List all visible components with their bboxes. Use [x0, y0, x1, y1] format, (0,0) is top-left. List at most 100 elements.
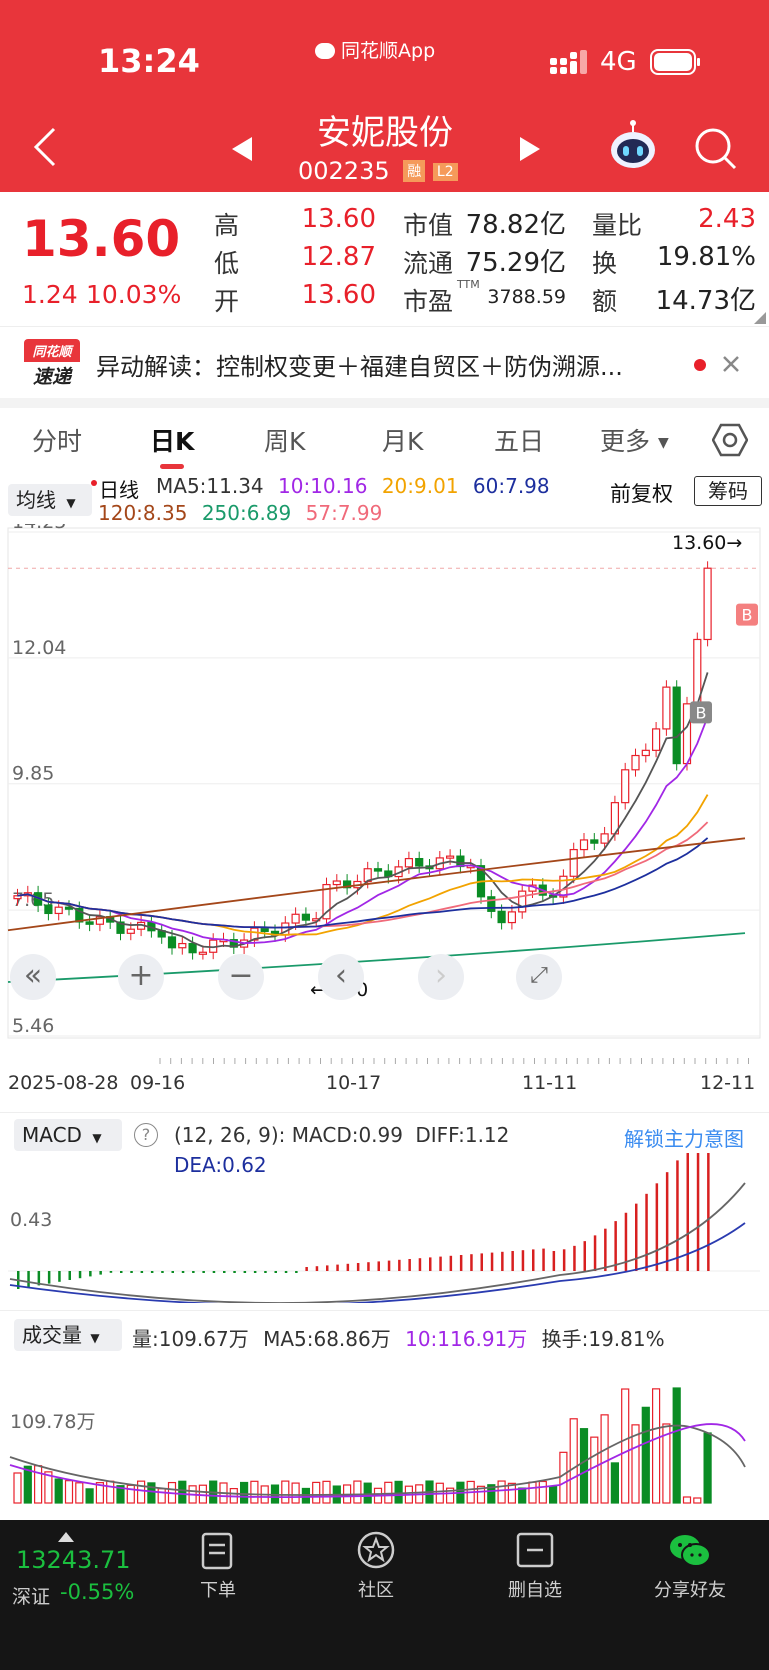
volume-chart — [9, 1387, 746, 1504]
macd-bar — [593, 1235, 597, 1271]
date-3: 10-17 — [326, 1072, 382, 1094]
robot-assistant-icon[interactable] — [608, 120, 658, 170]
volume-bar — [518, 1487, 527, 1504]
fullscreen-button[interactable]: ⤢ — [516, 954, 562, 1000]
divider — [0, 398, 769, 408]
volume-value: 量:109.67万 — [132, 1327, 249, 1351]
order-icon[interactable] — [200, 1532, 236, 1570]
prev-stock-icon[interactable] — [230, 135, 254, 163]
unlock-link[interactable]: 解锁主力意图 — [624, 1127, 744, 1151]
chouma-button[interactable]: 筹码 — [694, 476, 762, 506]
candle-body — [188, 942, 197, 954]
news-logo-top: 同花顺 — [24, 339, 80, 362]
community-icon[interactable] — [356, 1530, 396, 1570]
zoom-in-button[interactable]: + — [118, 954, 164, 1000]
macd-bar — [521, 1250, 525, 1271]
volume-bar — [590, 1436, 599, 1504]
tab-daily-k[interactable]: 日K — [150, 427, 195, 456]
search-icon[interactable] — [694, 127, 738, 171]
close-icon[interactable] — [722, 355, 740, 373]
pe-ttm-label: TTM — [457, 278, 480, 291]
volume-bar — [198, 1484, 207, 1504]
volume-bar — [528, 1481, 537, 1504]
volume-bar — [394, 1480, 403, 1504]
tab-active-indicator — [160, 464, 184, 469]
back-icon[interactable] — [30, 125, 60, 169]
macd-bar — [707, 1153, 710, 1271]
macd-bar — [295, 1271, 298, 1273]
share-label[interactable]: 分享好友 — [654, 1580, 726, 1601]
volume-bar — [497, 1480, 506, 1504]
ma-line — [17, 672, 709, 949]
candle-body — [126, 928, 135, 934]
remove-favorite-label[interactable]: 删自选 — [508, 1580, 562, 1601]
tab-monthly-k[interactable]: 月K — [382, 427, 424, 456]
label-high: 高 — [214, 211, 240, 240]
scroll-left-button[interactable]: « — [10, 954, 56, 1000]
kline-section: 均线 ▼ 日线 MA5:11.34 10:10.16 20:9.01 60:7.… — [0, 472, 769, 1112]
tab-timeshare[interactable]: 分时 — [32, 427, 83, 456]
price-change-pct: 10.03% — [86, 280, 182, 309]
label-turnover: 换 — [592, 249, 618, 278]
volume-bar — [178, 1480, 187, 1504]
tab-five-day[interactable]: 五日 — [494, 427, 545, 456]
volume-select[interactable]: 成交量 ▼ — [14, 1319, 122, 1351]
tab-more-label: 更多 — [600, 427, 651, 456]
candle-body — [497, 910, 506, 924]
candle-body — [44, 904, 53, 915]
volume-bar — [75, 1482, 84, 1504]
volume-bar — [95, 1482, 105, 1504]
volume-bar — [476, 1485, 486, 1504]
volume-bar — [682, 1496, 692, 1504]
macd-bar — [326, 1265, 329, 1271]
stock-code: 002235 — [298, 157, 390, 185]
macd-bar — [583, 1241, 586, 1271]
macd-select-label: MACD — [22, 1123, 82, 1147]
date-4: 11-11 — [522, 1072, 578, 1094]
zoom-out-button[interactable]: − — [218, 954, 264, 1000]
next-candle-button[interactable]: › — [418, 954, 464, 1000]
volume-bar — [672, 1387, 681, 1504]
macd-bar — [573, 1245, 576, 1271]
next-stock-icon[interactable] — [518, 135, 542, 163]
price-change: 1.24 — [22, 280, 78, 309]
community-label[interactable]: 社区 — [358, 1580, 394, 1601]
expand-corner-icon[interactable] — [754, 312, 766, 324]
macd-bar — [439, 1256, 442, 1271]
tab-weekly-k[interactable]: 周K — [264, 427, 306, 456]
indicator-select[interactable]: 均线 ▼ — [8, 484, 92, 516]
candle-body — [198, 951, 207, 955]
macd-bar — [181, 1271, 185, 1273]
y-tick-label: 14.23 — [12, 524, 66, 533]
macd-bar — [284, 1271, 288, 1273]
network-label: 4G — [600, 47, 637, 77]
prev-candle-button[interactable]: ‹ — [318, 954, 364, 1000]
remove-favorite-icon[interactable] — [516, 1532, 554, 1568]
candle-body — [621, 769, 630, 804]
order-label[interactable]: 下单 — [200, 1580, 236, 1601]
tab-more[interactable]: 更多 ▼ — [600, 422, 669, 458]
macd-select[interactable]: MACD ▼ — [14, 1119, 122, 1151]
settings-hexagon-icon[interactable] — [712, 422, 748, 458]
help-icon[interactable]: ? — [134, 1123, 158, 1147]
fuquan-toggle[interactable]: 前复权 — [610, 482, 673, 506]
macd-params: (12, 26, 9): — [174, 1123, 286, 1147]
candle-body — [672, 686, 681, 765]
news-banner[interactable]: 同花顺 速递 异动解读：控制权变更＋福建自贸区＋防伪溯源... — [0, 326, 769, 398]
macd-bar — [635, 1203, 638, 1271]
candle-body — [301, 913, 310, 921]
index-value[interactable]: 13243.71 — [16, 1546, 131, 1574]
volume-bar — [579, 1428, 589, 1504]
macd-bar — [192, 1271, 195, 1273]
macd-bar — [449, 1255, 453, 1271]
macd-bar — [223, 1271, 226, 1273]
macd-bar — [614, 1221, 617, 1271]
macd-bar — [264, 1271, 267, 1273]
wechat-icon[interactable] — [668, 1530, 712, 1570]
volume-ma10-line — [9, 1423, 746, 1499]
ma-line — [17, 716, 709, 944]
status-time: 13:24 — [98, 42, 200, 80]
volume-bar — [106, 1480, 115, 1504]
volume-bar — [363, 1482, 372, 1504]
